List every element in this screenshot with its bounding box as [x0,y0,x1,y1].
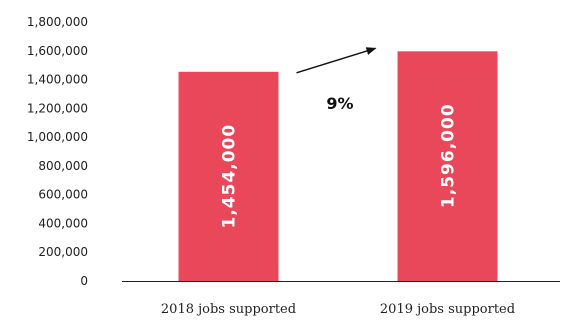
y-axis: 0 200,000 400,000 600,000 800,000 1,000,000 1,… [27,15,88,288]
change-percent-label: 9% [326,94,353,113]
category-labels: 2018 jobs supported 2019 jobs supported [161,302,515,317]
category-label: 2019 jobs supported [380,302,515,317]
change-annotation: 9% [296,47,377,113]
y-tick-label: 600,000 [38,188,88,202]
change-arrow [296,47,377,74]
y-tick-label: 1,600,000 [27,44,88,58]
bar-value-label: 1,596,000 [439,103,459,208]
bar-value-label: 1,454,000 [220,124,240,229]
y-tick-label: 1,000,000 [27,130,88,144]
y-tick-label: 800,000 [38,159,88,173]
y-tick-label: 1,200,000 [27,101,88,115]
bar [397,51,498,281]
y-tick-label: 0 [80,274,88,288]
y-tick-label: 1,400,000 [27,73,88,87]
y-tick-label: 200,000 [38,245,88,259]
y-tick-label: 1,800,000 [27,15,88,29]
bars: 1,454,000 1,596,000 [178,51,498,281]
category-label: 2018 jobs supported [161,302,296,317]
y-tick-label: 400,000 [38,216,88,230]
bar [178,71,279,281]
